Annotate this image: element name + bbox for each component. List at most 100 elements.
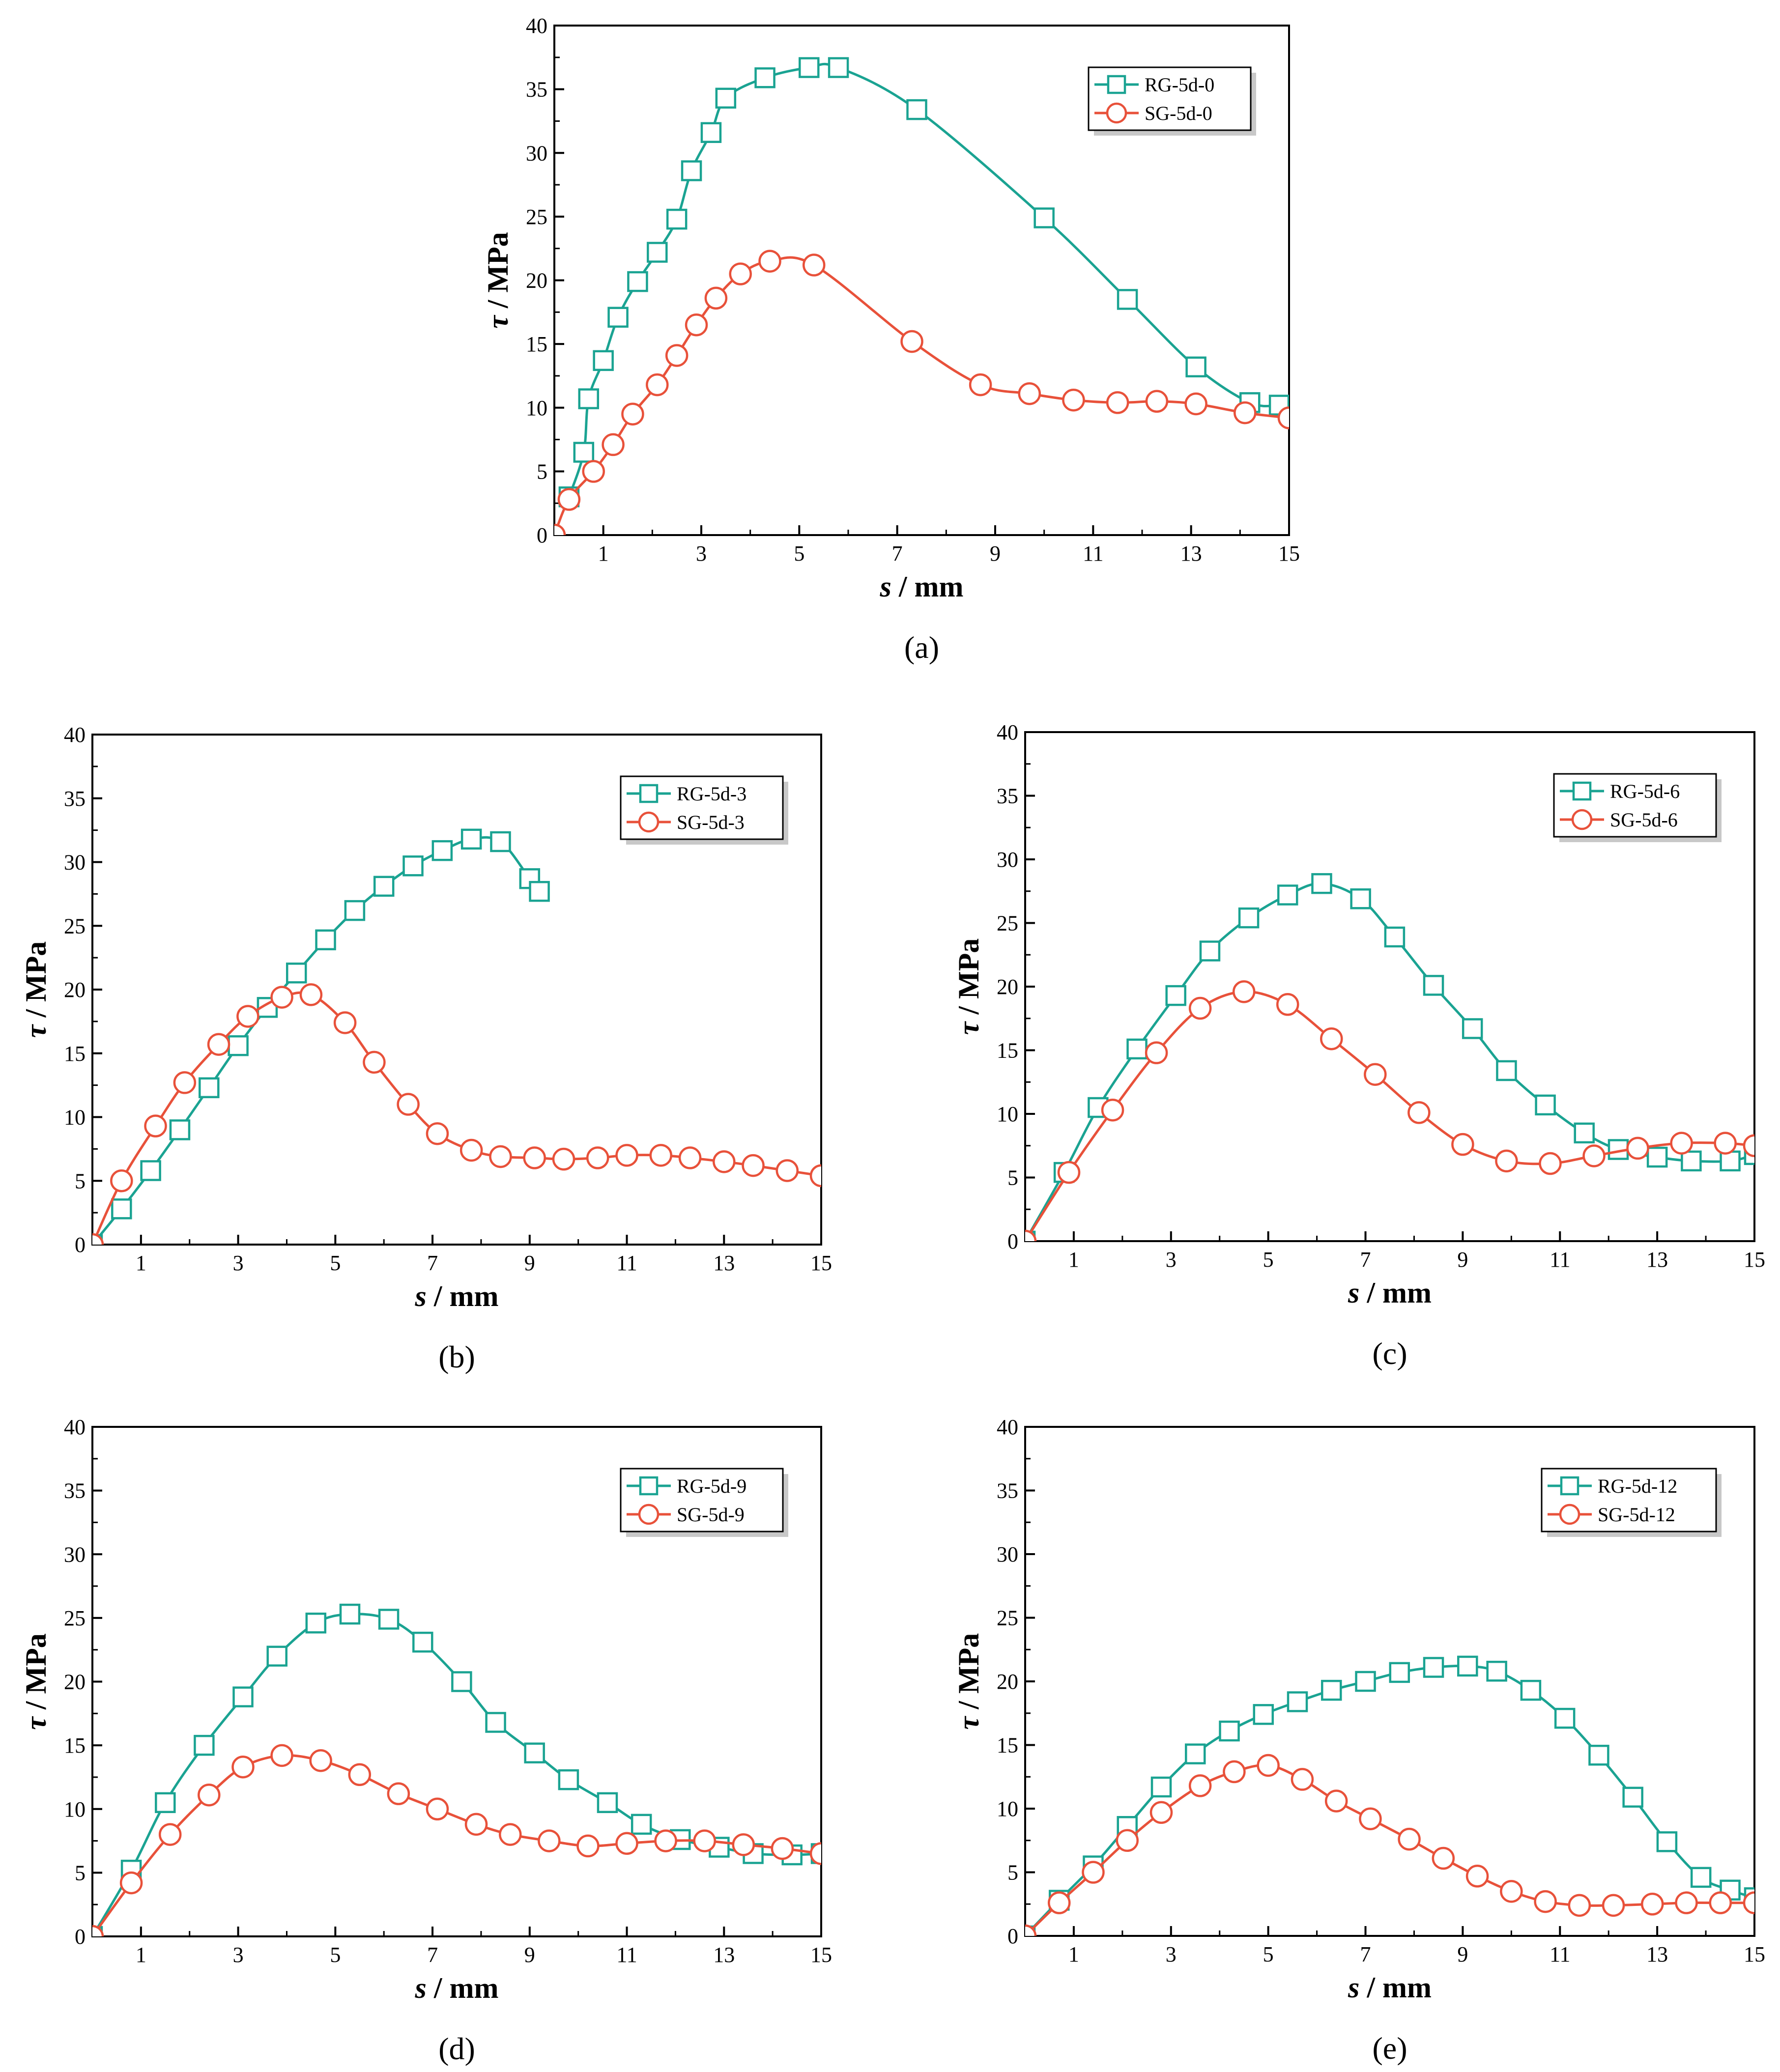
data-point — [144, 1114, 167, 1137]
x-tick-label: 11 — [1550, 1942, 1570, 1966]
legend-marker — [1559, 1504, 1580, 1525]
x-tick-label: 9 — [524, 1251, 535, 1275]
y-tick-label: 40 — [526, 14, 547, 38]
data-point — [665, 344, 689, 367]
data-point — [207, 1033, 230, 1056]
data-point — [485, 1712, 506, 1733]
data-point — [1150, 1776, 1172, 1798]
data-point — [169, 1119, 191, 1140]
data-point — [1486, 1661, 1507, 1682]
y-tick-label: 25 — [526, 205, 547, 229]
data-point — [270, 986, 293, 1009]
data-point — [557, 488, 581, 511]
data-point — [1675, 1891, 1698, 1914]
y-tick-label: 35 — [526, 78, 547, 102]
data-point — [693, 1829, 716, 1852]
y-tick-label: 0 — [1007, 1229, 1018, 1253]
x-tick-label: 7 — [427, 1943, 438, 1967]
legend-marker — [1107, 75, 1126, 94]
y-tick-label: 15 — [526, 332, 547, 356]
y-tick-label: 15 — [64, 1042, 86, 1066]
y-tick-label: 25 — [64, 914, 86, 938]
data-point — [1535, 1094, 1556, 1116]
panel-label: (d) — [438, 2031, 475, 2066]
data-point — [373, 876, 395, 897]
data-point — [1057, 1161, 1081, 1184]
data-point — [573, 442, 595, 463]
data-point — [1465, 1865, 1489, 1888]
x-tick-label: 15 — [810, 1251, 832, 1275]
data-point — [1407, 1101, 1431, 1124]
data-point — [576, 1834, 600, 1858]
x-tick-label: 5 — [1263, 1248, 1274, 1272]
y-tick-label: 25 — [997, 1606, 1018, 1630]
x-tick-label: 5 — [1263, 1942, 1274, 1966]
data-point — [1018, 382, 1041, 405]
data-point — [607, 307, 629, 328]
y-tick-label: 40 — [64, 723, 86, 747]
plot-area — [1025, 1655, 1754, 1936]
data-point — [1311, 873, 1332, 894]
data-point — [742, 1154, 765, 1177]
data-point — [1034, 207, 1055, 228]
x-tick-label: 1 — [1068, 1942, 1079, 1966]
data-point — [1364, 1063, 1387, 1086]
data-point — [110, 1169, 133, 1192]
data-point — [1257, 1754, 1280, 1777]
data-point — [431, 840, 453, 861]
data-point — [1253, 1704, 1274, 1725]
data-point — [685, 313, 708, 337]
plot-area — [554, 57, 1289, 535]
y-tick-label: 35 — [997, 784, 1018, 808]
data-point — [802, 254, 826, 277]
data-point — [649, 1144, 672, 1167]
data-point — [1149, 1801, 1173, 1824]
data-point — [158, 1823, 182, 1846]
data-point — [286, 963, 307, 984]
x-tick-label: 13 — [1646, 1248, 1668, 1272]
data-point — [678, 1146, 702, 1169]
data-point — [315, 929, 336, 951]
data-point — [309, 1749, 332, 1772]
legend-label: SG-5d-3 — [677, 811, 745, 833]
x-tick-label: 1 — [1068, 1248, 1079, 1272]
x-tick-label: 15 — [1744, 1248, 1765, 1272]
data-point — [586, 1146, 609, 1169]
legend-label: SG-5d-12 — [1598, 1504, 1675, 1526]
data-point — [119, 1871, 143, 1895]
x-tick-label: 11 — [1550, 1248, 1570, 1272]
y-axis-title: τ / MPa — [20, 1633, 52, 1730]
data-point — [1500, 1880, 1523, 1903]
data-point — [1350, 888, 1371, 909]
data-point — [426, 1122, 449, 1145]
y-tick-label: 40 — [997, 1415, 1018, 1439]
y-tick-label: 15 — [997, 1039, 1018, 1063]
data-point — [732, 1833, 755, 1856]
y-tick-label: 15 — [64, 1733, 86, 1758]
data-point — [1234, 401, 1257, 425]
data-point — [1451, 1133, 1474, 1156]
x-tick-label: 11 — [616, 1251, 637, 1275]
data-point — [1423, 975, 1444, 996]
y-tick-label: 30 — [526, 141, 547, 165]
data-point — [1640, 1893, 1664, 1916]
x-tick-label: 15 — [1278, 541, 1300, 566]
legend: RG-5d-3 SG-5d-3 — [620, 775, 788, 845]
y-tick-label: 0 — [1007, 1924, 1018, 1948]
data-point — [412, 1631, 433, 1653]
series-line — [554, 256, 1289, 535]
data-point — [198, 1783, 221, 1807]
y-tick-label: 20 — [997, 1670, 1018, 1694]
data-point — [1656, 1831, 1678, 1852]
y-tick-label: 10 — [997, 1797, 1018, 1821]
data-point — [236, 1005, 259, 1028]
y-tick-label: 10 — [64, 1797, 86, 1821]
data-point — [538, 1829, 561, 1852]
data-point — [1539, 1152, 1562, 1175]
data-point — [1185, 1743, 1206, 1764]
data-point — [266, 1646, 287, 1667]
y-axis-title: τ / MPa — [952, 1633, 985, 1730]
legend-marker — [1560, 1476, 1579, 1496]
